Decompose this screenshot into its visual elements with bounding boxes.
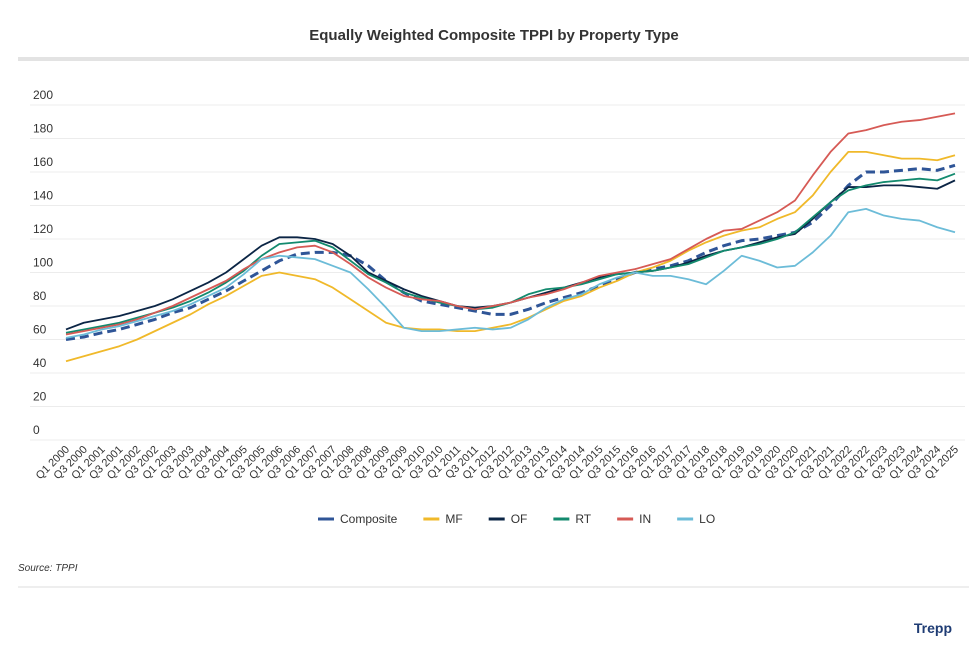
y-tick-label: 160 xyxy=(33,155,53,169)
line xyxy=(65,179,956,331)
legend-label: IN xyxy=(639,512,651,526)
line xyxy=(65,163,956,341)
y-tick-label: 140 xyxy=(33,189,53,203)
legend-label: MF xyxy=(445,512,462,526)
y-tick-label: 100 xyxy=(33,256,53,270)
y-tick-label: 40 xyxy=(33,356,47,370)
legend-label: LO xyxy=(699,512,715,526)
y-tick-label: 60 xyxy=(33,323,47,337)
y-tick-label: 120 xyxy=(33,222,53,236)
divider xyxy=(18,57,969,61)
line xyxy=(65,112,956,336)
legend-label: RT xyxy=(575,512,591,526)
y-tick-label: 200 xyxy=(33,88,53,102)
line xyxy=(65,207,956,339)
y-tick-label: 20 xyxy=(33,390,47,404)
legend-label: Composite xyxy=(340,512,398,526)
y-tick-label: 180 xyxy=(33,122,53,136)
logo: Trepp xyxy=(914,620,952,636)
legend-label: OF xyxy=(511,512,528,526)
line xyxy=(65,151,956,363)
chart-title: Equally Weighted Composite TPPI by Prope… xyxy=(309,27,679,44)
source: Source: TPPI xyxy=(18,563,78,574)
y-tick-label: 80 xyxy=(33,289,47,303)
y-tick-label: 0 xyxy=(33,423,40,437)
